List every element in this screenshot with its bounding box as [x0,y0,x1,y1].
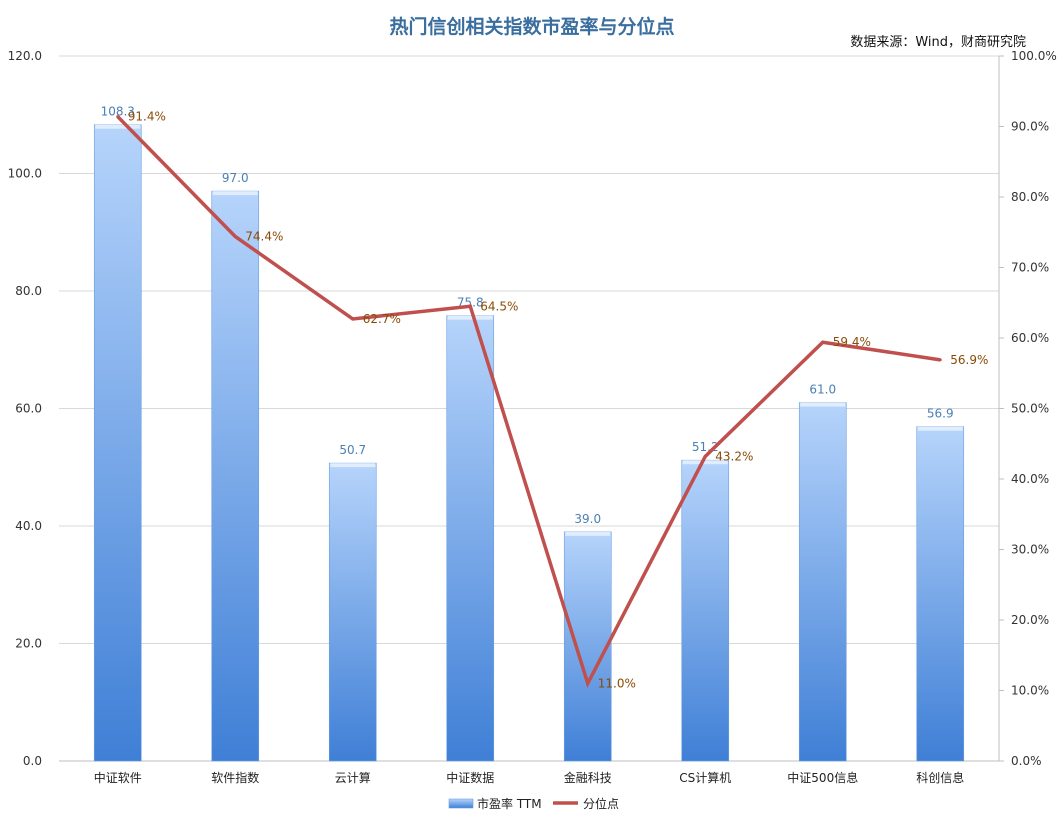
line-point [703,454,707,458]
line-data-label: 59.4% [833,335,871,349]
line-point [586,681,590,685]
bar-data-label: 56.9 [927,407,954,421]
gridlines [59,55,999,762]
bar [93,124,142,762]
line-data-label: 11.0% [598,676,636,690]
category-label: 科创信息 [916,770,964,785]
line-data-label: 62.7% [363,312,401,326]
left-tick-label: 100.0 [8,167,42,181]
right-axis: 0.0% 10.0% 20.0% 30.0% 40.0% 50.0% 60.0% 70.0% 8… [998,49,1057,768]
x-axis: 中证软件 软件指数 云计算 中证数据 金融科技 CS计算机 中证500信息 科创信息 [94,770,965,785]
line-point [821,340,825,344]
right-tick-label: 90.0% [1011,120,1049,134]
line-data-label: 64.5% [480,299,518,313]
legend-bar-label: 市盈率 TTM [477,796,542,811]
legend-bar-swatch [448,798,474,809]
line-point [351,317,355,321]
bar-top-highlight [565,531,611,536]
bar [798,402,847,762]
category-label: 软件指数 [211,770,259,785]
chart-title: 热门信创相关指数市盈率与分位点 [389,16,675,38]
line-data-label: 43.2% [715,449,753,463]
category-label: CS计算机 [679,770,731,785]
bar-data-label: 108.3 [101,105,135,119]
bar-data-label: 50.7 [339,443,366,457]
right-tick-label: 20.0% [1011,613,1049,627]
left-tick-label: 0.0 [23,754,42,768]
bar [328,462,377,762]
bar-data-label: 61.0 [809,383,836,397]
left-tick-label: 80.0 [15,284,42,298]
right-tick-label: 10.0% [1011,684,1049,698]
bar [211,190,260,762]
line-point [233,234,237,238]
bar-top-highlight [330,463,376,468]
line-point [938,358,942,362]
bar-top-highlight [917,426,963,431]
bar-top-highlight [682,460,728,465]
legend: 市盈率 TTM 分位点 [448,796,619,811]
category-label: 金融科技 [564,770,612,785]
right-tick-label: 30.0% [1011,543,1049,557]
category-label: 中证500信息 [787,770,858,785]
left-tick-label: 120.0 [8,49,42,63]
left-tick-label: 20.0 [15,637,42,651]
bar-data-label: 97.0 [222,171,249,185]
bar-top-highlight [800,402,846,407]
right-tick-label: 0.0% [1011,754,1042,768]
bar [563,531,612,762]
bar [681,459,730,762]
bar-data-label: 39.0 [574,512,601,526]
left-tick-label: 40.0 [15,519,42,533]
percentile-line [116,115,941,689]
line-series: 91.4% 74.4% 62.7% 64.5% 11.0% 43.2% 59.4% 56.9% [116,110,988,690]
line-data-label: 56.9% [950,353,988,367]
bar-top-highlight [447,315,493,320]
right-tick-label: 40.0% [1011,472,1049,486]
line-data-label: 74.4% [245,229,283,243]
right-tick-label: 80.0% [1011,190,1049,204]
category-label: 中证软件 [94,770,142,785]
bar-top-highlight [212,191,258,196]
category-label: 中证数据 [446,770,494,785]
legend-line-label: 分位点 [583,796,619,811]
right-tick-label: 100.0% [1011,49,1057,63]
bar [446,315,495,762]
line-data-label: 91.4% [128,110,166,124]
right-tick-label: 60.0% [1011,331,1049,345]
category-label: 云计算 [335,770,371,785]
left-tick-label: 60.0 [15,402,42,416]
line-point [116,115,120,119]
right-tick-label: 50.0% [1011,402,1049,416]
bar-series: 108.397.050.775.839.051.261.056.9 [93,105,965,762]
chart-source-note: 数据来源：Wind，财商研究院 [850,35,1026,50]
line-point [468,304,472,308]
bar-top-highlight [95,124,141,129]
right-tick-label: 70.0% [1011,261,1049,275]
left-axis: 0.0 20.0 40.0 60.0 80.0 100.0 120.0 [8,49,42,768]
bar [916,426,965,762]
